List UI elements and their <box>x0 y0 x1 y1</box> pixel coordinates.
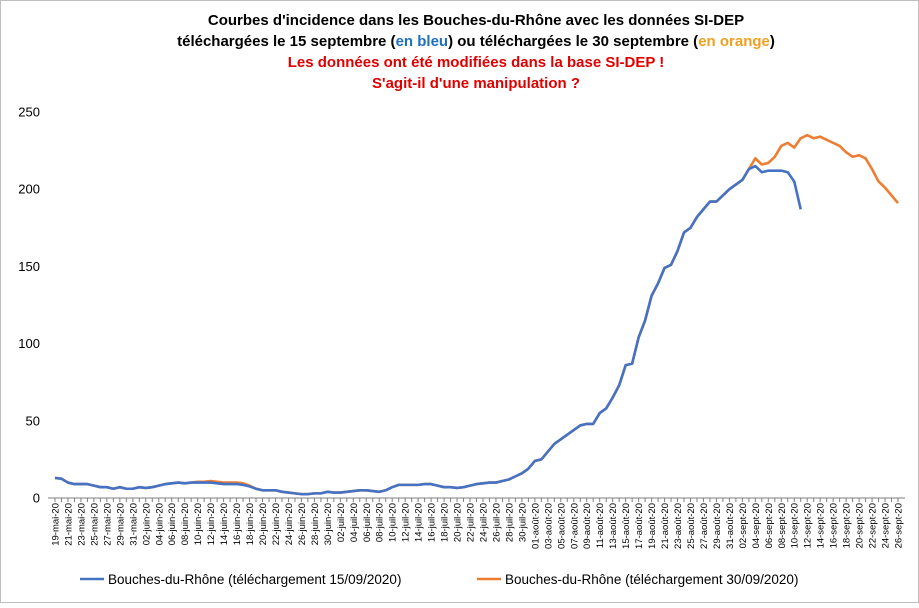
x-tick-label: 06-sept-20 <box>764 503 775 548</box>
x-tick-label: 16-juil-20 <box>427 503 438 542</box>
x-tick-label: 17-août-20 <box>634 503 645 549</box>
legend-label: Bouches-du-Rhône (téléchargement 30/09/2… <box>505 572 798 587</box>
x-tick-label: 24-juin-20 <box>284 503 295 545</box>
x-tick-label: 26-juil-20 <box>491 503 502 542</box>
y-tick-label: 0 <box>33 491 40 506</box>
x-tick-label: 16-sept-20 <box>829 503 840 548</box>
x-tick-label: 22-juil-20 <box>466 503 477 542</box>
title-text: en bleu <box>396 33 449 50</box>
title-line: téléchargées le 15 septembre (en bleu) o… <box>177 33 775 50</box>
x-tick-label: 25-mai-20 <box>89 503 100 546</box>
x-tick-label: 02-sept-20 <box>738 503 749 548</box>
legend-label: Bouches-du-Rhône (téléchargement 15/09/2… <box>108 572 401 587</box>
x-tick-label: 23-mai-20 <box>76 503 87 546</box>
x-tick-label: 30-juin-20 <box>323 503 334 545</box>
x-tick-label: 04-juin-20 <box>154 503 165 545</box>
x-tick-label: 20-juin-20 <box>258 503 269 545</box>
y-tick-label: 100 <box>18 336 40 351</box>
x-tick-label: 04-sept-20 <box>751 503 762 548</box>
x-tick-label: 18-sept-20 <box>842 503 853 548</box>
title-text: Courbes d'incidence dans les Bouches-du-… <box>208 12 744 29</box>
x-tick-label: 28-juil-20 <box>504 503 515 542</box>
x-tick-label: 08-juin-20 <box>180 503 191 545</box>
x-tick-label: 22-juin-20 <box>271 503 282 545</box>
title-text: Les données ont été modifiées dans la ba… <box>288 54 665 71</box>
x-tick-label: 10-juin-20 <box>193 503 204 545</box>
x-tick-label: 14-sept-20 <box>816 503 827 548</box>
x-tick-label: 20-juil-20 <box>453 503 464 542</box>
x-tick-label: 27-mai-20 <box>102 503 113 546</box>
x-tick-label: 18-juil-20 <box>440 503 451 542</box>
x-tick-label: 10-sept-20 <box>790 503 801 548</box>
title-line: Les données ont été modifiées dans la ba… <box>288 54 665 71</box>
x-tick-label: 27-août-20 <box>699 503 710 549</box>
x-tick-label: 31-mai-20 <box>128 503 139 546</box>
x-tick-label: 03-août-20 <box>543 503 554 549</box>
x-tick-label: 19-août-20 <box>647 503 658 549</box>
x-tick-label: 10-juil-20 <box>388 503 399 542</box>
x-tick-label: 30-juil-20 <box>517 503 528 542</box>
x-tick-label: 12-sept-20 <box>803 503 814 548</box>
x-tick-label: 29-août-20 <box>712 503 723 549</box>
x-tick-label: 13-août-20 <box>608 503 619 549</box>
x-tick-label: 21-mai-20 <box>63 503 74 546</box>
title-text: en orange <box>698 33 770 50</box>
x-tick-label: 29-mai-20 <box>115 503 126 546</box>
x-tick-label: 07-août-20 <box>569 503 580 549</box>
x-tick-label: 28-juin-20 <box>310 503 321 545</box>
title-text: téléchargées le 15 septembre ( <box>177 33 395 50</box>
y-tick-label: 200 <box>18 182 40 197</box>
x-tick-label: 14-juil-20 <box>414 503 425 542</box>
x-tick-label: 06-juil-20 <box>362 503 373 542</box>
x-tick-label: 14-juin-20 <box>219 503 230 545</box>
title-text: ) <box>770 33 775 50</box>
y-tick-label: 150 <box>18 259 40 274</box>
x-tick-label: 11-août-20 <box>595 503 606 548</box>
series-line <box>54 164 802 496</box>
x-tick-label: 06-juin-20 <box>167 503 178 545</box>
x-tick-label: 24-sept-20 <box>881 503 892 548</box>
x-tick-label: 02-juil-20 <box>336 503 347 542</box>
x-tick-label: 02-juin-20 <box>141 503 152 545</box>
x-tick-label: 26-juin-20 <box>297 503 308 545</box>
x-tick-label: 20-sept-20 <box>855 503 866 548</box>
x-tick-label: 12-juil-20 <box>401 503 412 542</box>
x-tick-label: 19-mai-20 <box>51 503 62 546</box>
x-tick-label: 25-août-20 <box>686 503 697 549</box>
y-tick-label: 50 <box>26 413 40 428</box>
x-tick-label: 09-août-20 <box>582 503 593 549</box>
x-tick-label: 08-juil-20 <box>375 503 386 542</box>
x-tick-label: 31-août-20 <box>725 503 736 549</box>
x-tick-label: 16-juin-20 <box>232 503 243 545</box>
x-tick-label: 01-août-20 <box>530 503 541 549</box>
title-text: S'agit-il d'une manipulation ? <box>372 75 580 92</box>
x-tick-label: 05-août-20 <box>556 503 567 549</box>
x-tick-label: 18-juin-20 <box>245 503 256 545</box>
x-tick-label: 24-juil-20 <box>478 503 489 542</box>
title-line: S'agit-il d'une manipulation ? <box>372 75 580 92</box>
x-tick-label: 21-août-20 <box>660 503 671 549</box>
x-tick-label: 12-juin-20 <box>206 503 217 545</box>
x-tick-label: 23-août-20 <box>673 503 684 549</box>
x-tick-label: 22-sept-20 <box>868 503 879 548</box>
x-tick-label: 04-juil-20 <box>349 503 360 542</box>
x-tick-label: 26-sept-20 <box>894 503 905 548</box>
title-text: ) ou téléchargées le 30 septembre ( <box>448 33 698 50</box>
x-tick-label: 08-sept-20 <box>777 503 788 548</box>
y-tick-label: 250 <box>18 105 40 120</box>
x-tick-label: 15-août-20 <box>621 503 632 549</box>
title-line: Courbes d'incidence dans les Bouches-du-… <box>208 12 744 29</box>
